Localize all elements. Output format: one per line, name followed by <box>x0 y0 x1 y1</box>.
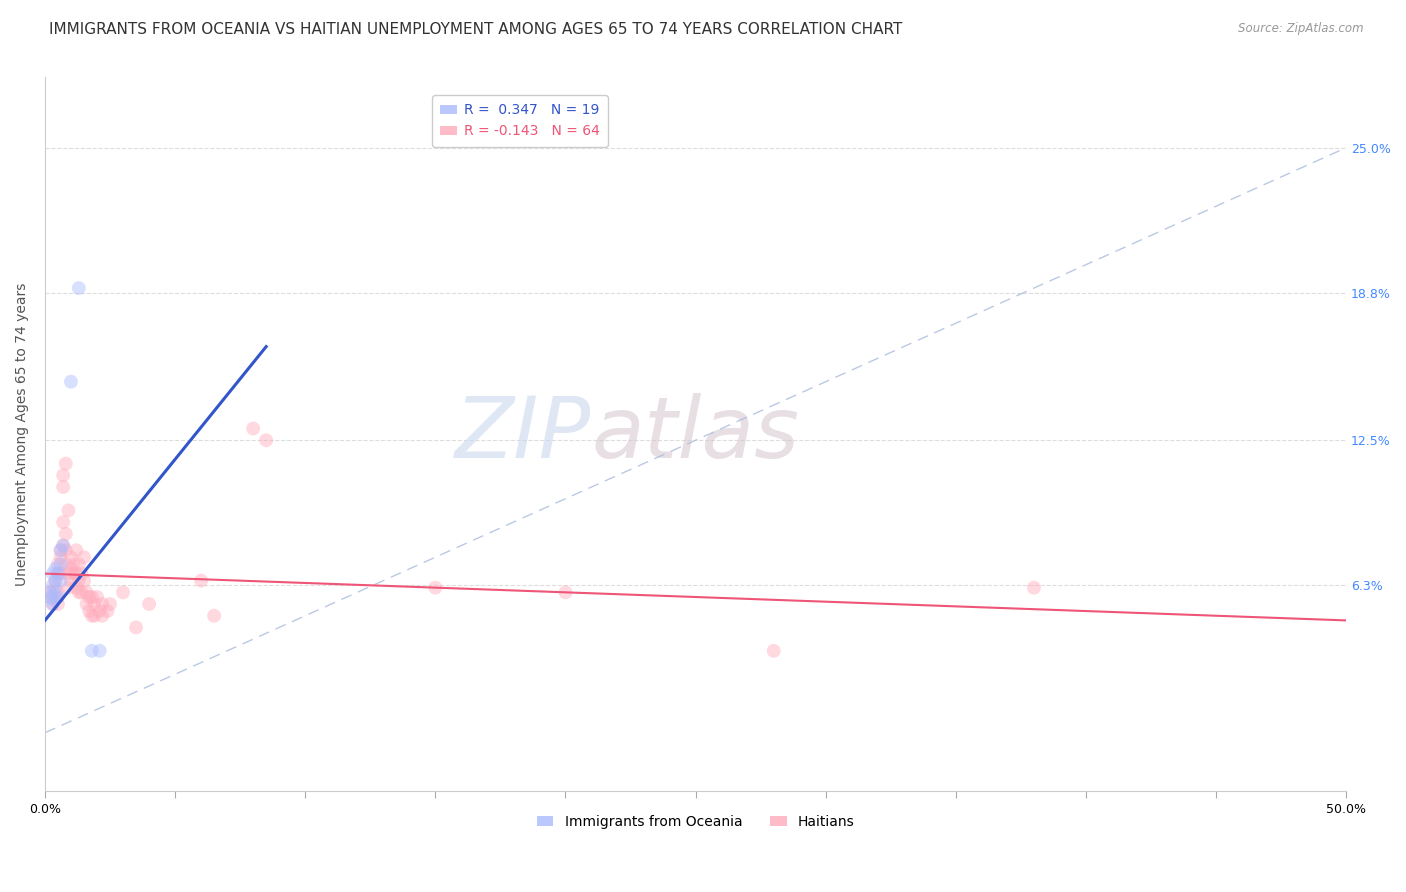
Point <box>39 585 62 599</box>
Point <box>42 592 65 607</box>
Point <box>77 604 100 618</box>
Point <box>762 644 785 658</box>
Point <box>65 566 87 581</box>
Text: Source: ZipAtlas.com: Source: ZipAtlas.com <box>1239 22 1364 36</box>
Point <box>46 566 69 581</box>
Point <box>554 585 576 599</box>
Point <box>59 562 82 576</box>
Point <box>77 590 100 604</box>
Text: IMMIGRANTS FROM OCEANIA VS HAITIAN UNEMPLOYMENT AMONG AGES 65 TO 74 YEARS CORREL: IMMIGRANTS FROM OCEANIA VS HAITIAN UNEMP… <box>49 22 903 37</box>
Point <box>67 574 90 588</box>
Point <box>58 503 80 517</box>
Point <box>46 590 69 604</box>
Point <box>44 585 66 599</box>
Point <box>59 375 82 389</box>
Point <box>42 578 65 592</box>
Point <box>52 515 75 529</box>
Point <box>52 539 75 553</box>
Point <box>59 574 82 588</box>
Point <box>49 566 72 581</box>
Point <box>96 604 118 618</box>
Point <box>42 566 65 581</box>
Point <box>73 574 96 588</box>
Point <box>46 585 69 599</box>
Point <box>83 597 105 611</box>
Text: ZIP: ZIP <box>456 392 592 475</box>
Point <box>49 558 72 572</box>
Point <box>44 581 66 595</box>
Point <box>242 421 264 435</box>
Point <box>46 566 69 581</box>
Point <box>76 597 98 611</box>
Point <box>44 562 66 576</box>
Point <box>49 574 72 588</box>
Point <box>70 585 93 599</box>
Point <box>80 608 103 623</box>
Point <box>59 550 82 565</box>
Point <box>42 590 65 604</box>
Point <box>254 434 277 448</box>
Point <box>39 585 62 599</box>
Point <box>62 558 84 572</box>
Point <box>65 543 87 558</box>
Point <box>49 543 72 558</box>
Point <box>67 558 90 572</box>
Point <box>89 644 111 658</box>
Point <box>83 608 105 623</box>
Point <box>52 468 75 483</box>
Point <box>44 574 66 588</box>
Point <box>55 457 77 471</box>
Point <box>49 543 72 558</box>
Point <box>73 550 96 565</box>
Point <box>76 585 98 599</box>
Point <box>49 550 72 565</box>
Point <box>70 566 93 581</box>
Point <box>58 566 80 581</box>
Point <box>42 597 65 611</box>
Point <box>44 574 66 588</box>
Point <box>44 590 66 604</box>
Point <box>80 644 103 658</box>
Point <box>55 543 77 558</box>
Point <box>425 581 447 595</box>
Point <box>46 558 69 572</box>
Point <box>42 597 65 611</box>
Point <box>86 590 108 604</box>
Point <box>58 581 80 595</box>
Point <box>46 597 69 611</box>
Point <box>62 566 84 581</box>
Point <box>39 590 62 604</box>
Point <box>125 620 148 634</box>
Point <box>138 597 160 611</box>
Point <box>55 526 77 541</box>
Text: atlas: atlas <box>592 392 800 475</box>
Legend: Immigrants from Oceania, Haitians: Immigrants from Oceania, Haitians <box>531 809 860 834</box>
Point <box>55 558 77 572</box>
Point <box>98 597 121 611</box>
Point <box>112 585 135 599</box>
Point <box>89 604 111 618</box>
Point <box>80 590 103 604</box>
Point <box>91 608 114 623</box>
Point <box>65 581 87 595</box>
Point <box>190 574 212 588</box>
Point <box>202 608 225 623</box>
Y-axis label: Unemployment Among Ages 65 to 74 years: Unemployment Among Ages 65 to 74 years <box>15 283 30 586</box>
Point <box>67 585 90 599</box>
Point <box>52 480 75 494</box>
Point <box>67 281 90 295</box>
Point <box>52 539 75 553</box>
Point <box>1022 581 1045 595</box>
Point <box>91 597 114 611</box>
